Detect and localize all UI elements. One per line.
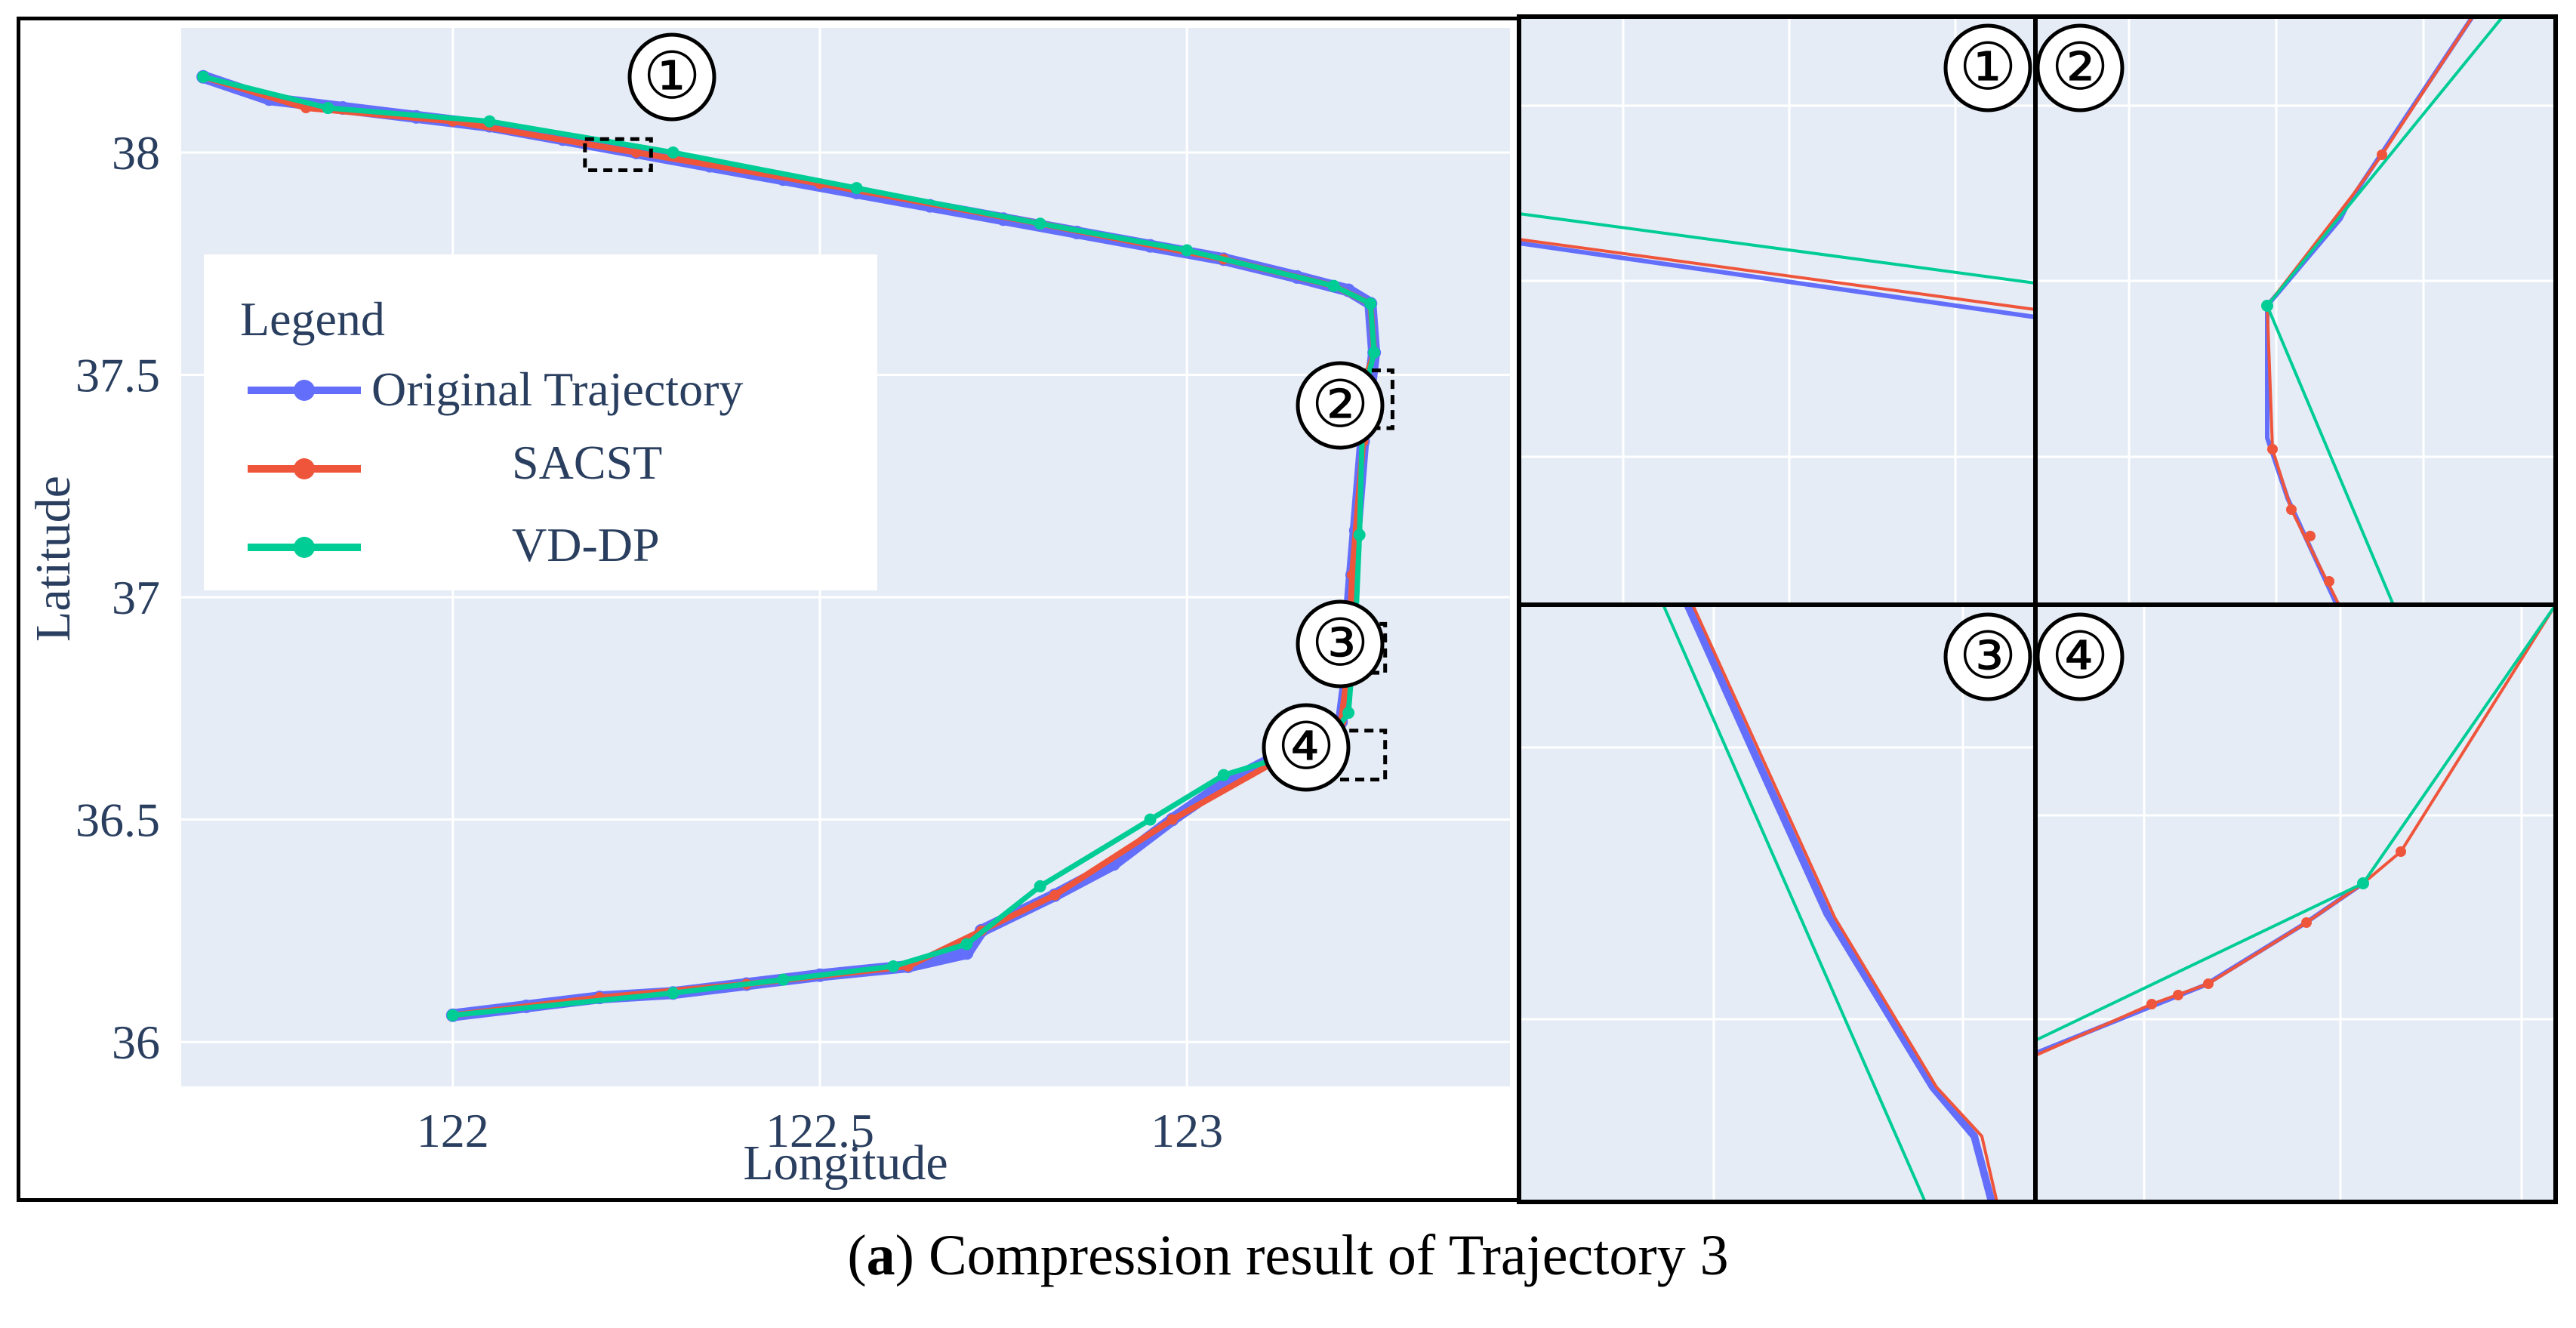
annotation-2-label: ② [1311, 368, 1369, 441]
series-2-point [483, 115, 496, 128]
inset-2-label: ② [2051, 31, 2109, 103]
main-chart: 122 122.5 123 36 36.5 37 37.5 38 Longitude Lat… [26, 28, 1510, 1191]
figure-svg: 122 122.5 123 36 36.5 37 37.5 38 Longitude Lat… [26, 14, 2558, 1204]
legend: Legend Original Trajectory SACST VD-DP [204, 254, 877, 590]
annotations: ① ② ③ ④ [627, 32, 1385, 792]
caption-prefix: ( [847, 1224, 867, 1287]
y-axis-title: Latitude [26, 476, 81, 642]
zoom-insets: ① ② [1517, 14, 2558, 1204]
inset-3-label: ③ [1958, 620, 2017, 692]
inset-2: ② [2035, 15, 2556, 606]
series-2-point [850, 182, 863, 195]
series-1-point [1166, 814, 1178, 825]
y-tick-label: 36.5 [75, 793, 160, 847]
annotation-3: ③ [1296, 599, 1385, 689]
legend-box [204, 254, 877, 590]
legend-label-vddp: VD-DP [512, 518, 660, 572]
inset-1-label: ① [1958, 31, 2017, 103]
annotation-1-label: ① [642, 40, 701, 112]
inset-1-vddp-line [1518, 212, 2036, 285]
inset-1-badge: ① [1943, 23, 2032, 112]
series-2-point [322, 102, 334, 115]
annotation-1: ① [627, 32, 716, 122]
annotation-4-label: ④ [1277, 710, 1335, 783]
series-2-point [887, 960, 900, 972]
inset-1: ① [1518, 17, 2036, 605]
inset-3-badge: ③ [1943, 612, 2032, 701]
series-2-point [1144, 813, 1157, 826]
series-2-point [446, 1009, 459, 1021]
x-tick-label: 122.5 [766, 1104, 874, 1157]
inset-3-vddp-line [1662, 604, 1927, 1203]
inset-borders [1517, 14, 2558, 1204]
inset-4: ④ [2034, 603, 2557, 1202]
series-2-point [1368, 347, 1381, 359]
annotation-4: ④ [1262, 703, 1351, 792]
series-2-point [960, 938, 973, 951]
y-tick-label: 37.5 [75, 348, 160, 402]
y-tick-labels: 36 36.5 37 37.5 38 [75, 126, 160, 1069]
legend-title: Legend [240, 292, 385, 346]
legend-item-original: Original Trajectory [248, 362, 743, 416]
inset-2-badge: ② [2035, 23, 2125, 112]
series-1-point [630, 146, 642, 158]
annotation-3-label: ③ [1311, 607, 1369, 679]
y-tick-label: 37 [112, 571, 160, 624]
series-2-point [197, 70, 210, 83]
series-2-point [777, 973, 790, 986]
legend-item-sacst: SACST [248, 436, 662, 489]
legend-item-vddp: VD-DP [248, 518, 660, 572]
inset-1-original-line [1518, 241, 2036, 319]
inset-1-sacst-line [1518, 238, 2036, 311]
series-0-point [960, 946, 974, 960]
inset-3: ③ [1519, 602, 2035, 1203]
inset-4-label: ④ [2051, 620, 2109, 692]
figure-caption: (a) Compression result of Trajectory 3 [0, 1223, 2576, 1289]
series-2-point [667, 146, 679, 159]
legend-label-original: Original Trajectory [371, 362, 743, 416]
series-2-point [1353, 528, 1366, 541]
zoom-box-4 [1317, 729, 1388, 782]
x-tick-labels: 122 122.5 123 [417, 1104, 1223, 1157]
series-1-point [1346, 569, 1357, 581]
legend-label-sacst: SACST [512, 436, 662, 489]
inset-3-sacst-line [1691, 604, 1998, 1203]
annotation-2: ② [1296, 361, 1385, 450]
x-axis-title: Longitude [743, 1135, 948, 1191]
series-1-point [1049, 889, 1061, 901]
inset-3-original-line [1684, 602, 1995, 1203]
series-2-point [1034, 217, 1046, 230]
x-tick-label: 123 [1151, 1104, 1223, 1157]
y-tick-label: 36 [112, 1015, 160, 1069]
caption-text: ) Compression result of Trajectory 3 [895, 1224, 1729, 1287]
series-2-point [1181, 244, 1194, 257]
y-tick-label: 38 [112, 126, 160, 180]
series-2-point [1034, 880, 1046, 892]
caption-letter: a [866, 1224, 895, 1287]
series-2-point [1342, 707, 1355, 719]
series-2-point [1327, 279, 1340, 292]
series-2-point [667, 987, 679, 1000]
main-grid [181, 28, 1510, 1086]
zoom-box-1 [583, 137, 653, 173]
series-2-point [1217, 769, 1230, 781]
inset-4-badge: ④ [2035, 612, 2125, 701]
x-tick-label: 122 [417, 1104, 489, 1157]
series-2-point [1364, 297, 1377, 310]
